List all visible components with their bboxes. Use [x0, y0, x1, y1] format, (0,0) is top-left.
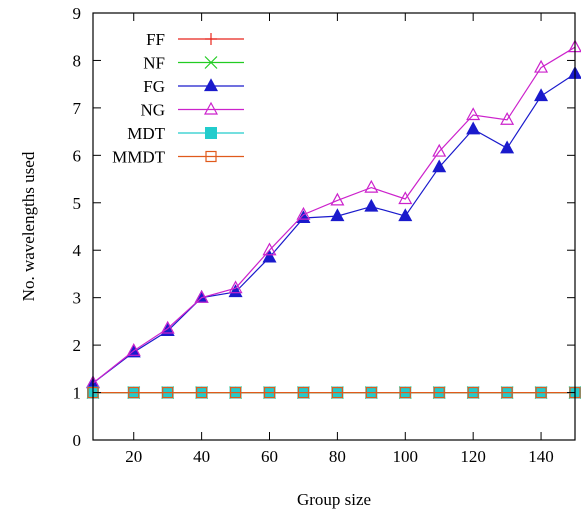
data-point [534, 88, 549, 102]
data-point [160, 320, 175, 334]
legend-item: NG [140, 101, 244, 120]
data-point [432, 143, 447, 157]
legend-item: FG [143, 77, 244, 96]
legend-item: MMDT [112, 148, 244, 167]
data-point [365, 386, 377, 399]
data-point [196, 386, 208, 399]
x-tick-label: 40 [193, 447, 210, 466]
data-point [364, 179, 379, 193]
data-point [330, 192, 345, 206]
data-point [162, 386, 174, 399]
data-point [535, 386, 547, 399]
data-point [432, 159, 447, 173]
data-point [466, 121, 481, 135]
x-tick-label: 140 [528, 447, 554, 466]
legend-label: FF [146, 30, 165, 49]
data-point [364, 198, 379, 212]
legend-marker [203, 78, 219, 92]
data-point [501, 386, 513, 399]
x-tick-label: 120 [460, 447, 486, 466]
data-point [330, 208, 345, 222]
data-point [229, 386, 242, 399]
data-point [194, 289, 209, 303]
data-point [262, 249, 277, 263]
legend-marker [205, 150, 217, 163]
y-tick-label: 2 [73, 336, 82, 355]
series-mmdt [87, 386, 581, 399]
legend-marker [203, 101, 219, 115]
plot-frame [92, 12, 576, 441]
ticks-layer: 20 40 60 80 100 120 140 0 1 2 3 4 5 6 7 8 9 [73, 4, 575, 466]
y-axis-label: No. wavelengths used [19, 151, 38, 301]
series-ng [85, 39, 581, 389]
y-tick-label: 7 [73, 99, 82, 118]
legend-label: NG [140, 101, 165, 120]
data-point [500, 111, 515, 125]
legend-marker [205, 127, 217, 139]
y-tick-label: 8 [73, 51, 82, 70]
data-point [228, 280, 243, 294]
data-point [534, 59, 549, 73]
legend-label: MMDT [112, 148, 166, 167]
x-tick-label: 80 [329, 447, 346, 466]
x-tick-label: 20 [125, 447, 142, 466]
data-point [296, 206, 311, 220]
legend-item: MDT [127, 124, 244, 143]
data-point [433, 386, 445, 399]
series-line [92, 46, 576, 384]
legend: FF NF FG NG MDT MMDT [112, 30, 244, 167]
data-point [331, 386, 343, 399]
y-tick-label: 6 [73, 146, 82, 165]
data-point [263, 386, 276, 399]
data-point [500, 140, 515, 154]
data-point [466, 107, 481, 121]
legend-label: FG [143, 77, 165, 96]
x-tick-label: 60 [261, 447, 278, 466]
y-tick-label: 1 [73, 384, 82, 403]
series-layer [85, 39, 581, 399]
data-point [262, 242, 277, 256]
legend-label: NF [143, 54, 165, 73]
legend-label: MDT [127, 124, 165, 143]
data-point [128, 386, 140, 399]
data-point [228, 284, 243, 298]
data-point [297, 386, 310, 399]
x-tick-label: 100 [393, 447, 419, 466]
y-tick-label: 3 [73, 289, 82, 308]
legend-marker [204, 56, 218, 69]
legend-item: FF [146, 30, 244, 49]
legend-item: NF [143, 54, 244, 73]
data-point [126, 343, 141, 356]
y-tick-label: 4 [73, 241, 82, 260]
y-tick-label: 5 [73, 194, 82, 213]
data-point [398, 191, 413, 205]
y-tick-label: 0 [73, 431, 82, 450]
x-axis-label: Group size [297, 490, 371, 509]
data-point [467, 386, 479, 399]
legend-marker [205, 33, 217, 45]
data-point [398, 208, 413, 222]
y-tick-label: 9 [73, 4, 82, 23]
data-point [399, 386, 411, 399]
